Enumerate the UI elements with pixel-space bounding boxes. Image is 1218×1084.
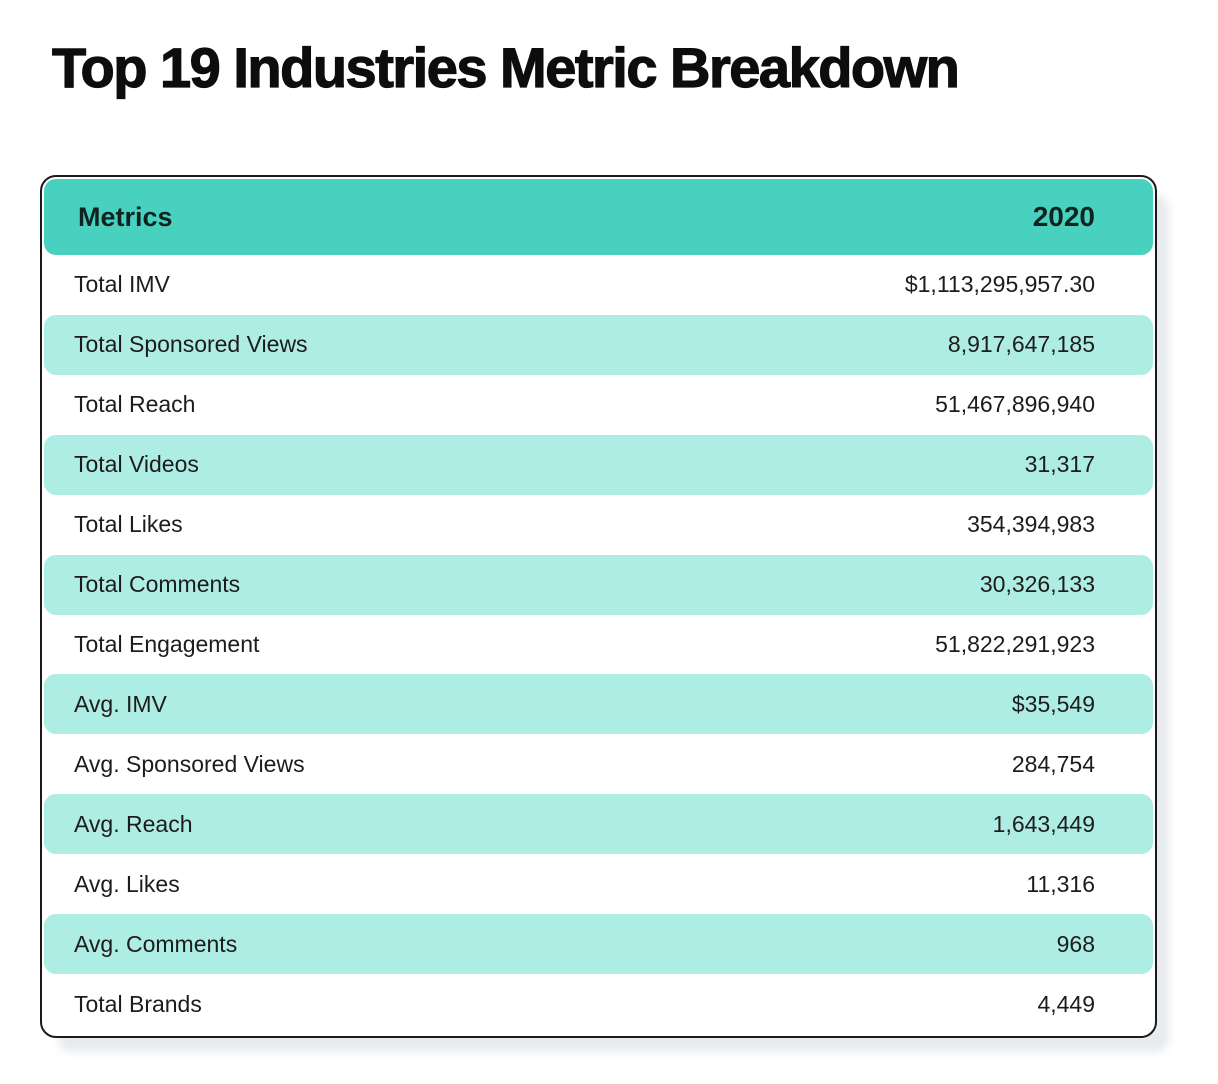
metric-label: Total Comments — [74, 571, 241, 598]
metric-value: $1,113,295,957.30 — [904, 271, 1095, 298]
table-row: Total Likes 354,394,983 — [44, 495, 1153, 555]
metric-label: Avg. IMV — [74, 690, 167, 717]
metric-label: Total Videos — [74, 451, 199, 478]
table-row: Total Videos 31,317 — [44, 434, 1153, 495]
metric-label: Total Likes — [74, 511, 183, 538]
table-row: Avg. Likes 11,316 — [44, 854, 1153, 914]
table-row: Avg. IMV $35,549 — [44, 674, 1153, 735]
metrics-table-card: Metrics 2020 Total IMV $1,113,295,957.30… — [40, 175, 1157, 1038]
table-row: Total Brands 4,449 — [44, 974, 1153, 1034]
metric-value: 30,326,133 — [979, 571, 1095, 598]
metric-label: Total Engagement — [74, 630, 260, 657]
table-rows: Total IMV $1,113,295,957.30 Total Sponso… — [44, 255, 1153, 1034]
table-header-row: Metrics 2020 — [44, 179, 1153, 255]
metric-value: 284,754 — [1011, 750, 1095, 777]
metric-value: 51,467,896,940 — [935, 391, 1095, 418]
metric-label: Total Brands — [74, 990, 202, 1017]
metrics-column-header: Metrics — [78, 201, 173, 232]
metric-label: Total IMV — [74, 271, 170, 298]
metric-label: Avg. Sponsored Views — [74, 750, 305, 777]
metric-value: 31,317 — [1024, 451, 1095, 478]
table-row: Total IMV $1,113,295,957.30 — [44, 255, 1153, 315]
table-row: Avg. Sponsored Views 284,754 — [44, 734, 1153, 794]
year-column-header: 2020 — [1032, 201, 1095, 232]
metric-value: 968 — [1056, 930, 1095, 957]
metric-value: 51,822,291,923 — [935, 630, 1095, 657]
page-title: Top 19 Industries Metric Breakdown — [51, 35, 960, 99]
table-row: Total Engagement 51,822,291,923 — [44, 615, 1153, 675]
metric-value: 1,643,449 — [992, 810, 1095, 837]
metric-label: Total Reach — [74, 391, 196, 418]
metric-label: Total Sponsored Views — [74, 331, 308, 358]
table-row: Avg. Comments 968 — [44, 914, 1153, 975]
table-row: Total Reach 51,467,896,940 — [44, 375, 1153, 435]
metric-value: 4,449 — [1037, 990, 1095, 1017]
table-row: Avg. Reach 1,643,449 — [44, 794, 1153, 855]
metric-value: 11,316 — [1026, 870, 1095, 897]
metric-value: $35,549 — [1011, 690, 1095, 717]
metric-label: Avg. Comments — [74, 930, 238, 957]
table-row: Total Sponsored Views 8,917,647,185 — [44, 314, 1153, 375]
metric-value: 354,394,983 — [967, 511, 1095, 538]
table-row: Total Comments 30,326,133 — [44, 554, 1153, 615]
metric-label: Avg. Likes — [74, 870, 180, 897]
metric-label: Avg. Reach — [74, 810, 193, 837]
metric-value: 8,917,647,185 — [947, 331, 1095, 358]
